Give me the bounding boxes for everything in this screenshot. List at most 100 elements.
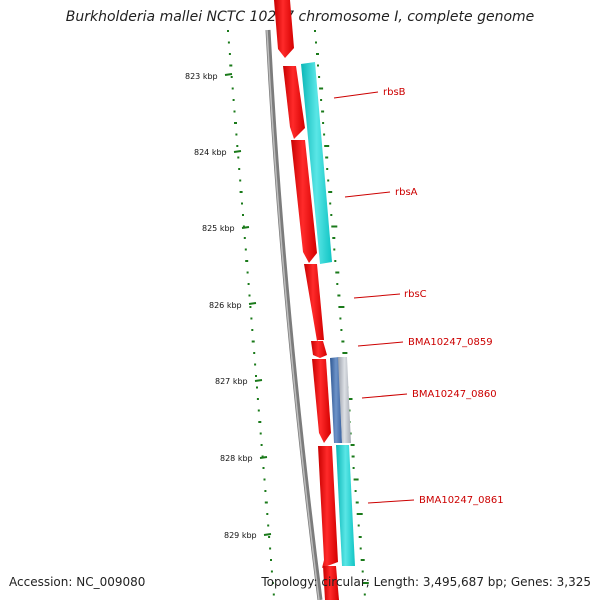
gc-dot <box>241 202 243 205</box>
gc-dot <box>360 559 365 561</box>
chromosome-backbone <box>265 29 323 600</box>
gc-dot <box>356 513 363 515</box>
gc-dot <box>251 329 254 331</box>
cds-feature[interactable] <box>291 140 317 263</box>
gc-dot <box>346 398 353 400</box>
gc-dot <box>270 570 273 573</box>
cds-feature[interactable] <box>283 66 305 139</box>
gene-label-rbsC[interactable]: rbsC <box>404 289 427 300</box>
gc-dot <box>324 145 330 147</box>
gene-labels: rbsB rbsA rbsC BMA10247_0859 BMA10247_08… <box>333 87 504 506</box>
gc-dot <box>242 214 244 216</box>
gc-dot <box>359 547 362 550</box>
tick-mark <box>248 302 257 305</box>
chromosome-backbone-highlight <box>266 29 320 600</box>
gc-dot <box>340 329 343 331</box>
gc-dot <box>355 501 359 504</box>
tick-label: 823 kbp <box>185 72 218 81</box>
gc-dot <box>264 501 268 504</box>
gc-dot <box>331 225 338 228</box>
gc-dot <box>266 513 269 515</box>
gc-dot <box>329 202 332 205</box>
gc-dot <box>272 593 275 596</box>
gc-dot <box>361 570 364 573</box>
gc-dot <box>231 87 234 90</box>
gc-dot <box>320 99 323 101</box>
gc-dot <box>233 110 236 113</box>
gc-dot <box>260 444 263 446</box>
gc-dot <box>326 168 329 170</box>
feature-track <box>301 62 355 566</box>
gc-dot <box>323 133 326 136</box>
gc-dot <box>259 432 262 435</box>
label-leader <box>344 191 391 198</box>
left-gc-track <box>227 30 275 596</box>
cds-track <box>274 0 339 600</box>
gc-dot <box>239 179 242 182</box>
gc-dot <box>317 64 319 67</box>
gc-dot <box>328 191 333 193</box>
gc-dot <box>247 283 250 285</box>
gc-dot <box>319 87 324 90</box>
gene-label-BMA10247_0859[interactable]: BMA10247_0859 <box>408 337 493 348</box>
cds-feature[interactable] <box>274 0 294 58</box>
gc-dot <box>255 375 257 377</box>
gene-label-BMA10247_0861[interactable]: BMA10247_0861 <box>419 495 504 506</box>
tick-mark <box>233 150 242 153</box>
gc-dot <box>264 490 267 492</box>
gc-dot <box>332 237 336 239</box>
tick-label: 826 kbp <box>209 301 242 310</box>
label-leader <box>353 293 401 299</box>
cds-feature[interactable] <box>304 264 324 341</box>
rbsB-feature[interactable] <box>301 62 332 264</box>
BMA10247_0861-feature[interactable] <box>336 445 355 566</box>
gc-dot <box>244 248 247 251</box>
gc-dot <box>358 536 362 538</box>
cds-feature[interactable] <box>323 566 339 600</box>
gc-dot <box>227 41 230 44</box>
gc-dot <box>253 352 256 354</box>
gc-dot <box>256 398 259 400</box>
gc-dot <box>239 191 243 193</box>
gene-label-rbsA[interactable]: rbsA <box>395 187 418 198</box>
gc-dot <box>258 421 262 423</box>
label-leader <box>361 393 408 399</box>
gc-dot <box>341 340 345 343</box>
gc-dot <box>263 478 266 481</box>
position-ticks: 823 kbp 824 kbp 825 kbp 826 kbp 827 kbp … <box>185 72 272 540</box>
gc-dot <box>235 133 238 136</box>
gc-dot <box>352 467 355 469</box>
gc-dot <box>262 467 265 469</box>
gc-dot <box>243 237 246 239</box>
gc-dot <box>268 536 271 538</box>
gc-dot <box>315 41 317 44</box>
gc-dot <box>342 352 348 354</box>
gc-dot <box>351 455 355 458</box>
gc-dot <box>349 432 352 435</box>
tick-label: 829 kbp <box>224 531 257 540</box>
cds-feature[interactable] <box>311 341 327 358</box>
gc-dot <box>333 248 336 251</box>
cds-feature[interactable] <box>318 446 338 568</box>
tick-mark <box>263 533 272 536</box>
gc-dot <box>242 225 245 228</box>
gc-dot <box>228 53 231 55</box>
gc-dot <box>330 214 333 216</box>
gene-label-rbsB[interactable]: rbsB <box>383 87 406 98</box>
gc-dot <box>250 317 253 320</box>
gc-dot <box>270 559 272 561</box>
gc-dot <box>269 547 272 550</box>
gc-dot <box>238 168 241 170</box>
BMA10247_0860-feature-gray[interactable] <box>338 357 351 443</box>
gene-label-BMA10247_0860[interactable]: BMA10247_0860 <box>412 389 497 400</box>
gc-dot <box>339 317 342 320</box>
tick-label: 827 kbp <box>215 377 248 386</box>
gc-dot <box>335 271 340 274</box>
cds-feature[interactable] <box>312 359 331 443</box>
gc-dot <box>227 30 229 32</box>
gc-dot <box>261 455 264 458</box>
gc-dot <box>354 490 357 492</box>
gc-dot <box>314 30 316 32</box>
gc-dot <box>271 582 274 584</box>
